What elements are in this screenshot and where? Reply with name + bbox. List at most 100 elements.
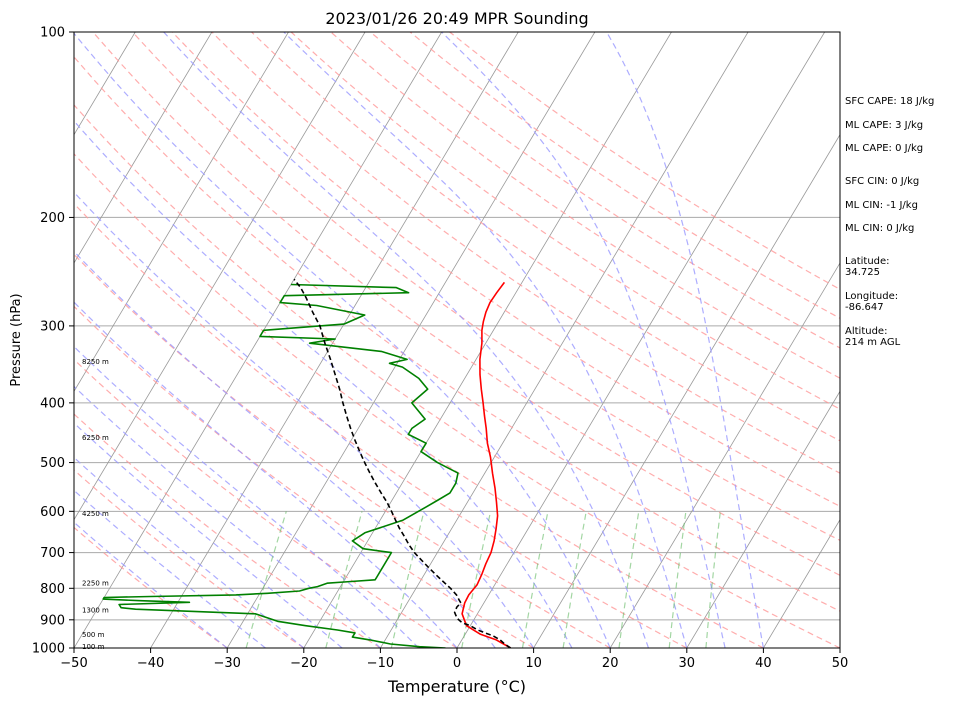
info-altitude-value: 214 m AGL	[845, 337, 901, 348]
isotherm-line	[609, 262, 840, 648]
y-tick-label: 900	[40, 613, 65, 628]
dry-adiabat	[92, 32, 840, 576]
moist-adiabat	[74, 489, 266, 648]
x-tick-label: −40	[137, 656, 164, 671]
isotherm-line	[763, 518, 840, 648]
dry-adiabat	[74, 305, 534, 648]
dry-adiabat	[330, 32, 840, 379]
moist-adiabat	[74, 32, 611, 648]
y-tick-label: 300	[40, 319, 65, 334]
mixing-ratio-line	[668, 511, 687, 648]
isotherm-line	[533, 133, 840, 648]
dry-adiabat	[171, 32, 840, 507]
height-label: 100 m	[82, 643, 105, 651]
dry-adiabat	[74, 202, 688, 648]
plot-area	[74, 32, 840, 648]
info-latitude-value: 34.725	[845, 267, 880, 278]
moist-adiabat	[74, 301, 458, 648]
moist-adiabat-lines	[74, 32, 764, 648]
y-axis: 1000 900 800 700 600 500 400 300 200 100	[32, 26, 74, 657]
isobar-grid	[74, 32, 840, 648]
moist-adiabat	[74, 191, 535, 648]
y-tick-label: 800	[40, 582, 65, 597]
y-tick-label: 1000	[32, 642, 65, 657]
isotherm-line	[74, 32, 366, 521]
moist-adiabat	[163, 32, 650, 648]
x-tick-label: 20	[602, 656, 619, 671]
mixing-ratio-line	[562, 511, 587, 648]
dry-adiabat	[74, 413, 381, 648]
height-labels: 100 m 500 m 1300 m 2250 m 4250 m 6250 m 8250 m	[82, 358, 109, 651]
series-layer	[102, 278, 512, 648]
dry-adiabat	[74, 469, 305, 648]
x-tick-label: 40	[755, 656, 772, 671]
mixing-ratio-line	[618, 511, 640, 648]
chart-title: 2023/01/26 20:49 MPR Sounding	[325, 9, 588, 28]
isotherm-line	[456, 32, 826, 648]
isotherm-line	[74, 32, 289, 393]
x-tick-label: −50	[60, 656, 87, 671]
info-sfc-cin: SFC CIN: 0 J/kg	[845, 176, 919, 187]
dry-adiabat	[211, 32, 840, 474]
moist-adiabat	[74, 422, 343, 648]
dewpoint-profile	[102, 283, 459, 648]
isotherm-lines	[74, 32, 840, 648]
x-tick-label: −10	[367, 656, 394, 671]
mixing-ratio-line	[521, 511, 549, 648]
moist-adiabat	[74, 345, 420, 648]
moist-adiabat	[74, 456, 305, 648]
x-tick-label: 30	[679, 656, 696, 671]
info-longitude-label: Longitude:	[845, 291, 898, 302]
height-label: 8250 m	[82, 358, 109, 366]
dry-adiabat	[74, 152, 764, 648]
dry-adiabat	[74, 526, 228, 648]
y-tick-label: 500	[40, 456, 65, 471]
plot-frame	[73, 31, 841, 649]
moist-adiabat	[606, 32, 764, 648]
x-tick-label: −30	[213, 656, 240, 671]
isotherm-line	[686, 390, 840, 648]
mixing-ratio-line	[245, 511, 287, 648]
x-tick-label: 0	[453, 656, 461, 671]
info-ml-cin-1: ML CIN: -1 J/kg	[845, 200, 918, 211]
x-tick-label: 10	[525, 656, 542, 671]
isotherm-line	[74, 32, 213, 264]
height-label: 1300 m	[82, 607, 109, 615]
temperature-profile	[461, 281, 511, 648]
moist-adiabat	[441, 32, 726, 648]
info-ml-cin-2: ML CIN: 0 J/kg	[845, 223, 914, 234]
mixing-ratio-line	[461, 511, 492, 648]
info-ml-cape-1: ML CAPE: 3 J/kg	[845, 120, 923, 131]
dry-adiabat	[74, 104, 840, 648]
info-ml-cape-2: ML CAPE: 0 J/kg	[845, 143, 923, 154]
y-tick-label: 100	[40, 26, 65, 41]
parcel-path	[293, 278, 512, 648]
height-label: 500 m	[82, 631, 105, 639]
dry-adiabat	[74, 55, 840, 612]
y-axis-title: Pressure (hPa)	[9, 293, 24, 386]
y-tick-label: 600	[40, 505, 65, 520]
x-tick-label: −20	[290, 656, 317, 671]
info-altitude-label: Altitude:	[845, 326, 887, 337]
mixing-ratio-line	[390, 511, 425, 648]
isotherm-line	[303, 32, 672, 648]
dry-adiabat	[74, 253, 611, 648]
height-label: 4250 m	[82, 510, 109, 518]
isotherm-line	[380, 32, 749, 648]
y-tick-label: 400	[40, 396, 65, 411]
moist-adiabat	[74, 120, 573, 648]
mixing-ratio-lines	[245, 511, 721, 648]
x-axis-title: Temperature (°C)	[387, 677, 526, 696]
moist-adiabat	[74, 385, 381, 648]
isotherm-line	[74, 32, 443, 648]
moist-adiabat	[74, 250, 496, 648]
mixing-ratio-line	[325, 511, 363, 648]
height-label: 6250 m	[82, 434, 109, 442]
height-label: 2250 m	[82, 580, 109, 588]
dry-adiabat	[290, 32, 840, 410]
info-latitude-label: Latitude:	[845, 256, 890, 267]
y-tick-label: 700	[40, 546, 65, 561]
dry-adiabat-lines	[74, 32, 840, 648]
info-panel: SFC CAPE: 18 J/kg ML CAPE: 3 J/kg ML CAP…	[845, 96, 934, 348]
